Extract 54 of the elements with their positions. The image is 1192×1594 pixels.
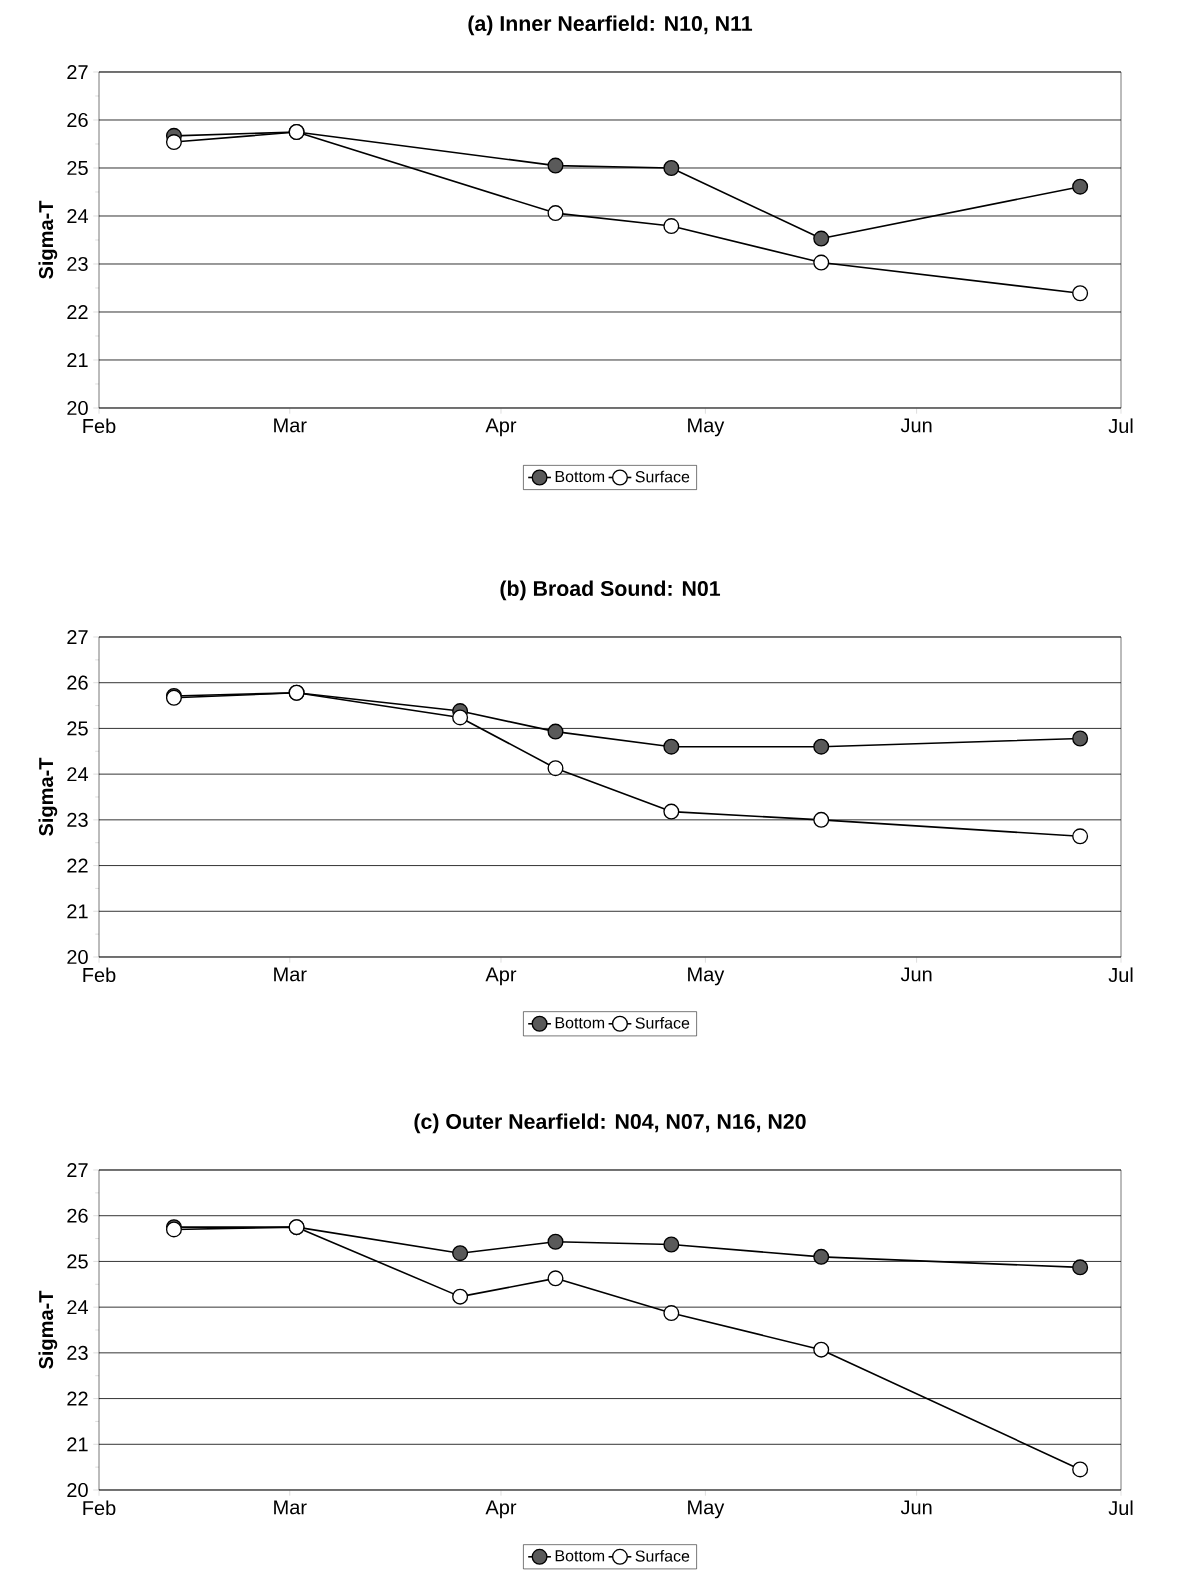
y-tick-label: 22 bbox=[67, 305, 88, 319]
legend-label: Bottom bbox=[555, 470, 605, 483]
legend-label: Bottom bbox=[555, 1550, 605, 1562]
y-tick-label: 26 bbox=[67, 675, 88, 690]
x-tick-label: May bbox=[688, 967, 725, 986]
y-tick-label: 25 bbox=[67, 721, 88, 736]
y-tick-label: 26 bbox=[67, 1208, 88, 1223]
x-tick-label: Apr bbox=[485, 1500, 517, 1519]
x-tick-label: Feb bbox=[83, 967, 116, 983]
chart-title: (a) Inner Nearfield: N10, N11 bbox=[468, 15, 753, 36]
chart-title: (b) Broad Sound: N01 bbox=[500, 580, 721, 601]
y-tick-label: 22 bbox=[67, 1391, 88, 1406]
y-tick-label: 24 bbox=[67, 209, 89, 223]
legend-label: Bottom bbox=[555, 1017, 605, 1029]
x-tick-label: Jul bbox=[1108, 418, 1133, 434]
y-tick-label: 23 bbox=[67, 1345, 88, 1360]
y-tick-label: 24 bbox=[67, 1300, 89, 1315]
y-tick-label: 22 bbox=[67, 858, 88, 873]
y-tick-label: 21 bbox=[67, 1437, 88, 1452]
x-tick-label: Apr bbox=[485, 418, 517, 437]
y-tick-label: 25 bbox=[67, 160, 88, 176]
chart-title: (c) Outer Nearfield: N04, N07, N16, N20 bbox=[414, 1113, 806, 1134]
x-tick-label: Jul bbox=[1108, 1500, 1133, 1516]
x-tick-label: Jun bbox=[900, 418, 932, 433]
y-tick-label: 27 bbox=[67, 630, 88, 644]
x-tick-label: Feb bbox=[83, 1500, 116, 1516]
y-tick-label: 27 bbox=[67, 65, 88, 79]
y-axis-title: Sigma-T bbox=[38, 757, 58, 836]
y-axis-title: Sigma-T bbox=[38, 1290, 58, 1369]
y-tick-label: 20 bbox=[67, 1482, 88, 1498]
y-tick-label: 24 bbox=[67, 767, 89, 782]
x-tick-label: Apr bbox=[485, 967, 517, 986]
y-tick-label: 27 bbox=[67, 1163, 88, 1177]
legend-label: Surface bbox=[635, 1016, 690, 1029]
y-tick-label: 23 bbox=[67, 812, 88, 827]
y-axis-title: Sigma-T bbox=[38, 200, 58, 279]
x-tick-label: Feb bbox=[83, 418, 116, 434]
y-tick-label: 23 bbox=[67, 256, 88, 272]
x-tick-label: Jul bbox=[1108, 967, 1133, 983]
y-tick-label: 21 bbox=[67, 904, 88, 919]
x-tick-label: Mar bbox=[274, 967, 307, 982]
y-tick-label: 21 bbox=[67, 353, 88, 367]
legend-label: Surface bbox=[635, 1549, 690, 1562]
y-tick-label: 20 bbox=[67, 400, 88, 416]
x-tick-label: Mar bbox=[274, 1500, 307, 1515]
x-tick-label: Jun bbox=[900, 1500, 932, 1515]
y-tick-label: 26 bbox=[67, 112, 88, 128]
x-tick-label: May bbox=[688, 1500, 725, 1519]
x-tick-label: Jun bbox=[900, 967, 932, 982]
x-tick-label: May bbox=[688, 418, 725, 437]
y-tick-label: 20 bbox=[67, 949, 88, 965]
legend-label: Surface bbox=[635, 470, 690, 483]
y-tick-label: 25 bbox=[67, 1254, 88, 1269]
x-tick-label: Mar bbox=[274, 418, 307, 433]
